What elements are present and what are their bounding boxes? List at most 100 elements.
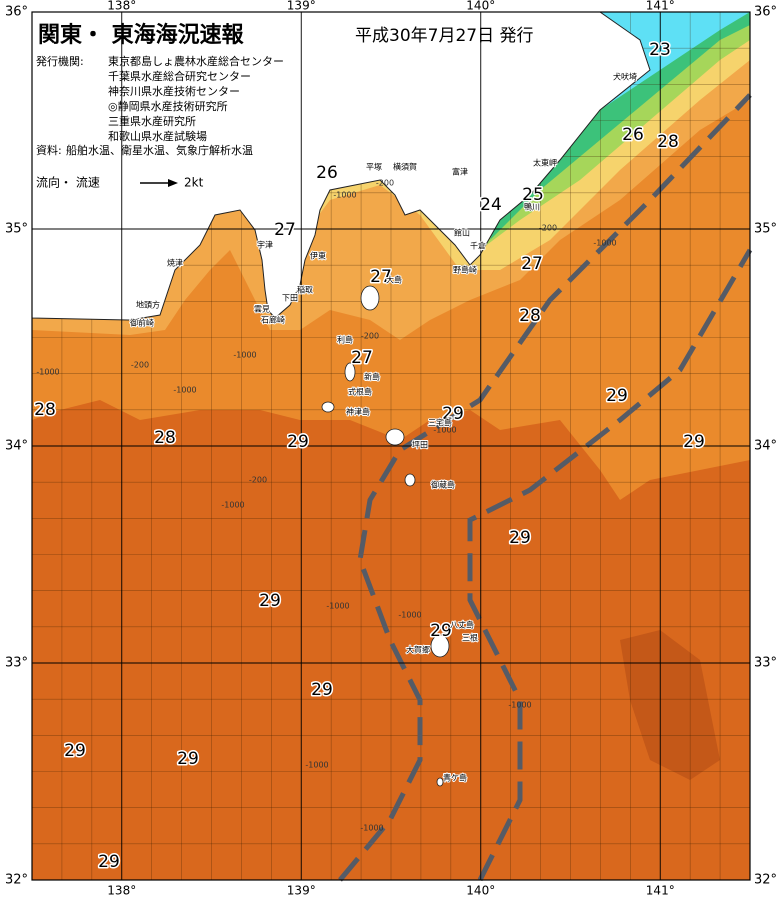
temperature-label: 29 xyxy=(98,852,120,872)
temperature-label: 28 xyxy=(154,428,176,448)
temperature-label: 29 xyxy=(442,404,464,424)
place-name: 石廊崎 xyxy=(261,315,285,325)
place-name: 千倉 xyxy=(470,241,486,251)
place-name: 神津島 xyxy=(346,407,370,417)
depth-label: -1000 xyxy=(593,239,616,248)
islands xyxy=(321,285,450,787)
temperature-label: 29 xyxy=(64,741,86,761)
place-name: 利島 xyxy=(337,335,353,345)
temperature-label: 27 xyxy=(521,254,543,274)
issuer: 東京都島しょ農林水産総合センター xyxy=(108,54,284,68)
depth-label: -200 xyxy=(361,332,379,341)
latitude-label: 35° xyxy=(754,222,777,237)
longitude-label: 138° xyxy=(107,0,136,13)
current-arrowhead xyxy=(168,179,178,187)
temperature-label: 29 xyxy=(177,749,199,769)
place-name: 富津 xyxy=(452,167,468,177)
temperature-label: 25 xyxy=(522,185,544,205)
place-name: 太東岬 xyxy=(533,158,557,168)
depth-label: -1000 xyxy=(326,602,349,611)
island xyxy=(430,634,450,658)
temperature-label: 27 xyxy=(274,220,296,240)
land xyxy=(31,11,651,321)
longitude-label: 141° xyxy=(646,884,675,898)
temperature-label: 28 xyxy=(519,306,541,326)
longitude-label: 139° xyxy=(287,0,316,13)
place-name: 下田 xyxy=(282,294,298,303)
place-name: 雲見 xyxy=(254,305,270,314)
place-name: 御蔵島 xyxy=(431,480,455,490)
latitude-label: 34° xyxy=(754,439,777,454)
temperature-label: 29 xyxy=(311,680,333,700)
issuer: 三重県水産研究所 xyxy=(108,114,196,128)
island xyxy=(321,401,335,413)
title: 関東・ 東海海況速報 xyxy=(38,22,245,48)
place-name: 坪田 xyxy=(412,441,428,450)
place-name: 新島 xyxy=(364,372,380,382)
depth-label: -1000 xyxy=(305,761,328,770)
latitude-label: 32° xyxy=(754,873,777,888)
depth-label: -1000 xyxy=(221,501,244,510)
place-name: 地頭方 xyxy=(136,300,160,310)
issuer: 千葉県水産総合研究センター xyxy=(108,69,251,83)
issuer: ◎静岡県水産技術研究所 xyxy=(108,99,228,113)
temperature-label: 26 xyxy=(316,163,338,183)
issuer: 神奈川県水産技術センター xyxy=(108,84,240,98)
latitude-label: 36° xyxy=(5,5,28,20)
latitude-label: 35° xyxy=(5,222,28,237)
place-name: 宇津 xyxy=(257,240,273,250)
place-name: 三根 xyxy=(462,633,478,643)
depth-label: -1000 xyxy=(233,351,256,360)
issuers-label: 発行機関: xyxy=(36,54,84,68)
place-name: 伊東 xyxy=(310,251,326,261)
issuer: 和歌山県水産試験場 xyxy=(108,129,207,143)
temperature-label: 28 xyxy=(34,400,56,420)
depth-label: -200 xyxy=(249,476,267,485)
place-name: 鴨川 xyxy=(524,202,540,212)
island xyxy=(385,428,405,446)
latitude-label: 36° xyxy=(754,5,777,20)
longitude-label: 138° xyxy=(107,884,136,898)
latitude-label: 32° xyxy=(5,873,28,888)
temperature-label: 26 xyxy=(622,125,644,145)
depth-label: -200 xyxy=(376,179,394,188)
temperature-label: 24 xyxy=(480,195,502,215)
temperature-label: 29 xyxy=(430,621,452,641)
depth-label: -1000 xyxy=(433,426,456,435)
latitude-label: 33° xyxy=(5,656,28,671)
place-name: 大島 xyxy=(386,275,402,285)
current-legend-speed: 2kt xyxy=(184,176,204,190)
depth-label: -1000 xyxy=(398,611,421,620)
longitude-label: 140° xyxy=(466,884,495,898)
kuroshio-edge xyxy=(338,93,752,882)
depth-label: -1000 xyxy=(173,386,196,395)
depth-label: -1000 xyxy=(360,824,383,833)
place-name: 青ケ島 xyxy=(443,773,467,783)
island xyxy=(436,777,444,787)
temperature-label: 29 xyxy=(509,528,531,548)
temperature-label: 29 xyxy=(287,432,309,452)
place-name: 焼津 xyxy=(167,258,183,268)
latitude-label: 33° xyxy=(754,656,777,671)
island xyxy=(404,473,416,487)
temperature-label: 27 xyxy=(370,267,392,287)
island xyxy=(344,362,356,382)
place-name: 横須賀 xyxy=(393,162,417,172)
island xyxy=(360,285,380,311)
latitude-label: 34° xyxy=(5,439,28,454)
temperature-label: 27 xyxy=(351,348,373,368)
longitude-label: 141° xyxy=(646,0,675,13)
longitude-label: 140° xyxy=(466,0,495,13)
sources-label: 資料: xyxy=(36,143,62,157)
place-name: 式根島 xyxy=(348,387,372,397)
depth-label: -200 xyxy=(539,224,557,233)
sources-text: 船舶水温、衛星水温、気象庁解析水温 xyxy=(66,143,253,157)
temperature-label: 23 xyxy=(649,40,671,60)
place-name: 大賀郷 xyxy=(406,645,430,655)
place-name: 館山 xyxy=(454,228,470,238)
depth-label: -1000 xyxy=(333,191,356,200)
temperature-label: 29 xyxy=(259,591,281,611)
place-name: 野島崎 xyxy=(453,265,477,275)
